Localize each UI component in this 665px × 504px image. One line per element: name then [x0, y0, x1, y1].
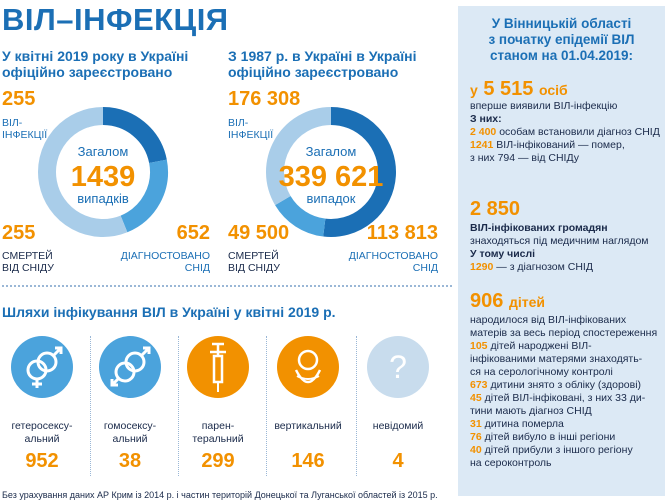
donut-slice-0	[102, 107, 167, 164]
homo-symbol-icon	[110, 346, 151, 387]
chart2-donut	[266, 107, 396, 237]
sidebar-block1-text: вперше виявили ВІЛ-інфекцію З них: 2 400…	[470, 100, 660, 164]
path-value: 4	[392, 450, 404, 472]
donut-slice-1	[275, 195, 326, 237]
path-separator	[266, 336, 267, 476]
chart2-hiv-value: 176 308	[228, 88, 301, 110]
donut-slice-2	[266, 107, 332, 206]
sidebar-registered: 2 850	[470, 198, 521, 220]
path-separator	[90, 336, 91, 476]
path-value: 299	[201, 450, 235, 472]
chart2-hiv-label: ВІЛ- ІНФЕКЦІЇ	[228, 117, 274, 141]
hetero-symbol-circle	[11, 336, 73, 398]
chart1-aids-label: ДІАГНОСТОВАНО СНІД	[120, 250, 210, 274]
question-icon: ?	[389, 349, 407, 385]
path-separator	[178, 336, 179, 476]
chart2-total-top: Загалом	[305, 144, 357, 159]
baby-circle	[277, 336, 339, 398]
sidebar-block2-text: ВІЛ-інфікованих громадян знаходяться під…	[470, 222, 649, 273]
path-value: 38	[118, 450, 142, 472]
chart2-total: 339 621	[278, 161, 384, 193]
path-label: парен-теральний	[192, 420, 244, 445]
sidebar-children: 906 дітей	[470, 290, 545, 312]
chart1-hiv-value: 255	[2, 88, 36, 110]
syringe-circle	[187, 336, 249, 398]
paths-title: Шляхи інфікування ВІЛ в Україні у квітні…	[2, 304, 336, 320]
chart1-deaths-value: 255	[2, 222, 36, 244]
chart1-deaths-label: СМЕРТЕЙ ВІД СНІДУ	[2, 250, 54, 274]
path-label: гетеросексу-альний	[11, 420, 73, 445]
chart2-deaths-value: 49 500	[228, 222, 290, 244]
svg-text:?: ?	[389, 349, 407, 385]
path-label: гомосексу-альний	[103, 420, 157, 445]
homo-symbol-circle	[99, 336, 161, 398]
path-separator	[356, 336, 357, 476]
chart2-deaths-label: СМЕРТЕЙ ВІД СНІДУ	[228, 250, 280, 274]
chart2-title: З 1987 р. в Україні в Україні офіційно з…	[228, 48, 417, 80]
chart2-aids-value: 113 813	[366, 222, 438, 244]
donut-slice-2	[38, 107, 128, 237]
sidebar-heading: У Вінницькій області з початку епідемії В…	[488, 16, 635, 63]
chart1-total-bottom: випадків	[77, 191, 129, 206]
chart1-hiv-label: ВІЛ- ІНФЕКЦІЇ	[2, 117, 48, 141]
donut-slice-0	[323, 107, 396, 237]
hetero-symbol-icon	[26, 346, 63, 388]
syringe-icon	[210, 342, 226, 392]
chart1-aids-value: 652	[176, 222, 210, 244]
chart1-donut	[38, 107, 168, 237]
chart1-title: У квітні 2019 року в Україні офіційно за…	[2, 48, 189, 80]
path-label: вертикальний	[274, 420, 342, 432]
path-value: 952	[25, 450, 59, 472]
section-divider	[2, 285, 452, 287]
chart1-total: 1439	[70, 161, 136, 193]
chart2-aids-label: ДІАГНОСТОВАНО СНІД	[348, 250, 438, 274]
question-circle: ?	[367, 336, 429, 398]
chart2-total-bottom: випадок	[306, 191, 356, 206]
sidebar-total-cases: у 5 515 осіб	[470, 78, 568, 100]
chart1-total-top: Загалом	[77, 144, 129, 159]
path-label: невідомий	[372, 420, 424, 432]
page-title: ВІЛ–ІНФЕКЦІЯ	[2, 2, 229, 37]
donut-slice-1	[120, 159, 168, 233]
path-value: 146	[291, 450, 325, 472]
baby-icon	[294, 349, 322, 384]
sidebar-panel: У Вінницькій області з початку епідемії В…	[458, 6, 665, 496]
footnote: Без урахування даних АР Крим із 2014 р. …	[2, 490, 438, 500]
sidebar-block3-text: народилося від ВІЛ-інфікованих матерів з…	[470, 314, 658, 469]
